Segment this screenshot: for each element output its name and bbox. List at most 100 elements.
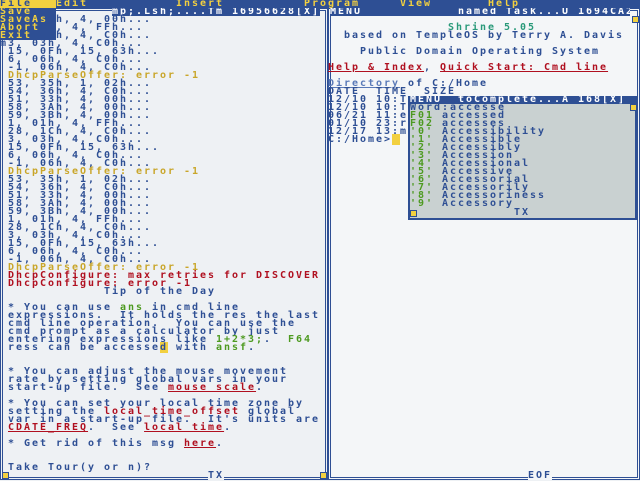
- menu-file[interactable]: File: [0, 0, 56, 9]
- left-window-line: -1, 06h, 4, C0h...: [0, 159, 152, 169]
- text-segment: DhcpParseOffer: error -1: [0, 262, 201, 273]
- menu-view[interactable]: View: [400, 0, 433, 9]
- left-terminal-window[interactable]: [0, 8, 328, 480]
- left-window-line: cmd prompt as a calculator by just: [0, 327, 280, 337]
- text-segment: DhcpConfigure: error -1: [0, 278, 193, 289]
- autocomplete-item[interactable]: '8' Accessoriness: [410, 191, 546, 201]
- link[interactable]: Help & Index: [328, 62, 425, 73]
- autocomplete-item[interactable]: '5' Accessive: [410, 166, 515, 177]
- autocomplete-item[interactable]: '7' Accessorily: [410, 183, 530, 193]
- autocomplete-item[interactable]: '0' Accessibility: [410, 126, 547, 137]
- text-segment: 1+2*3;: [216, 334, 265, 345]
- text-segment: m3, 03h, 4, C0h...: [0, 38, 145, 49]
- right-terminal-window[interactable]: [328, 8, 640, 480]
- menu-help[interactable]: Help: [488, 0, 521, 9]
- item-word: Accessive: [442, 166, 515, 177]
- autocomplete-item[interactable]: '6' Accessorial: [410, 174, 531, 185]
- autocomplete-item[interactable]: F02 accesses: [410, 119, 506, 129]
- text-segment: , 4, FFh...: [56, 22, 145, 33]
- text-segment: 06/21 11:e: [328, 110, 409, 121]
- left-window-line: * You can set your local time zone by: [0, 398, 305, 409]
- item-key: '4': [410, 158, 435, 169]
- file-menu-item-exit[interactable]: Exit: [0, 30, 33, 41]
- text-segment: h, 4, C0h...: [56, 30, 153, 41]
- text-segment: 1, 01h, 4, FFh...: [0, 214, 145, 225]
- item-key: '2': [410, 142, 435, 153]
- menu-insert[interactable]: Insert: [176, 0, 225, 9]
- item-word: Accessibility: [442, 126, 547, 137]
- left-window-line: 1, 01h, 4, FFh...: [0, 214, 145, 225]
- text-segment: DhcpConfigure: max retries for DISCOVER: [0, 270, 321, 281]
- file-menu-dropdown[interactable]: Save SaveAs Abort Exit: [0, 6, 56, 41]
- resize-handle[interactable]: [632, 16, 639, 23]
- file-menu-item-save[interactable]: Save: [0, 6, 33, 17]
- link[interactable]: here: [184, 438, 217, 449]
- text-segment: * Get rid of this msg: [0, 438, 185, 449]
- right-window-line: DATE TIME SIZE: [328, 87, 456, 97]
- file-menu-item-abort[interactable]: Abort: [0, 22, 41, 33]
- link[interactable]: Directory: [328, 78, 401, 89]
- left-window-line: h, 4, C0h...: [56, 30, 153, 41]
- left-window-line: entering expressions like 1+2*3;. F64: [0, 334, 312, 345]
- text-segment: DhcpParseOffer: error -1: [0, 70, 201, 81]
- resize-handle[interactable]: [2, 472, 9, 479]
- text-segment: 12/10 10:T: [328, 94, 409, 105]
- autocomplete-popup[interactable]: MENU toComplete...A 168[X] Word:accesse …: [408, 96, 637, 220]
- autocomplete-item[interactable]: '9' Accessory: [410, 198, 515, 209]
- menu-program[interactable]: Program: [304, 0, 361, 9]
- text-segment: 54, 36h, 4, C0h...: [0, 86, 153, 97]
- left-window-line: Tip of the Day: [0, 287, 216, 297]
- text-segment: with: [168, 342, 217, 353]
- text-segment: .: [216, 438, 225, 449]
- menu-edit[interactable]: Edit: [56, 0, 89, 9]
- link[interactable]: CDATE_FREQ: [8, 422, 89, 433]
- link[interactable]: mouse scale: [168, 382, 257, 393]
- text-segment: * You can set your local time zone by: [0, 398, 305, 409]
- text-segment: 01/10 23:r: [328, 118, 409, 129]
- left-window-line: , 4, FFh...: [56, 22, 145, 33]
- text-segment: 59, 3Bh, 4, 00h...: [0, 110, 153, 121]
- autocomplete-item[interactable]: '2' Accessibly: [410, 142, 522, 153]
- text-segment: 58, 3Ah, 4, 00h...: [0, 102, 153, 113]
- left-window-line: 3, 03h, 4, C0h...: [0, 134, 145, 145]
- item-word: Accessory: [442, 198, 515, 209]
- file-menu-item-saveas[interactable]: SaveAs: [0, 14, 49, 25]
- right-window-line: based on TempleOS by Terry A. Davis: [328, 30, 625, 41]
- text-segment: 53, 35h, 1, 02h...: [0, 78, 153, 89]
- left-window-line: 58, 3Ah, 4, 00h...: [0, 199, 152, 209]
- link[interactable]: Quick Start: Cmd line: [440, 62, 609, 73]
- text-segment: ansf: [216, 342, 249, 353]
- resize-handle[interactable]: [410, 210, 417, 217]
- text-segment: cmd line operation. You can use the: [0, 318, 297, 329]
- text-segment: * You can adjust the mouse movement: [0, 366, 289, 377]
- left-window-line: * You can use ans in cmd line: [0, 302, 240, 313]
- link[interactable]: local time: [144, 422, 225, 433]
- left-window-line: setting the local_time_offset global: [0, 407, 296, 417]
- item-word: Accessorial: [442, 174, 531, 185]
- text-segment: .: [264, 334, 289, 345]
- resize-handle[interactable]: [630, 104, 637, 111]
- text-segment: 53, 35h, 1, 02h...: [0, 174, 153, 185]
- text-segment: 15, 0Fh, 15, 63h...: [0, 238, 161, 249]
- text-segment: 3, 03h, 4, C0h...: [0, 134, 145, 145]
- autocomplete-item[interactable]: '4' Accessional: [410, 158, 530, 169]
- resize-handle[interactable]: [320, 472, 327, 479]
- text-segment: * You can use: [0, 302, 121, 313]
- left-window-line: 51, 33h, 4, 00h...: [0, 95, 152, 105]
- autocomplete-item[interactable]: '3' Accession: [410, 151, 514, 161]
- right-window-footer: EOF: [528, 470, 553, 481]
- left-window-line: rate by setting global vars in your: [0, 375, 288, 385]
- right-window-line: Public Domain Operating System: [328, 47, 600, 57]
- left-window-line: ress can be accessed with ansf.: [0, 342, 256, 353]
- text-segment: based on TempleOS by Terry A. Davis: [328, 30, 625, 41]
- autocomplete-item[interactable]: F01 accessed: [410, 111, 506, 121]
- item-key: '5': [410, 166, 435, 177]
- text-segment: .: [224, 422, 233, 433]
- left-window-line: 51, 33h, 4, 00h...: [0, 191, 152, 201]
- text-segment: 12/10 10:T: [328, 102, 409, 113]
- right-window-line: 06/21 11:e: [328, 110, 409, 121]
- right-window-line: 12/10 10:T: [328, 94, 409, 105]
- autocomplete-item[interactable]: '1' Accessible: [410, 135, 522, 145]
- left-window-line: h, 4, 00h...: [56, 15, 152, 25]
- right-window-line: Directory of C:/Home: [328, 78, 488, 89]
